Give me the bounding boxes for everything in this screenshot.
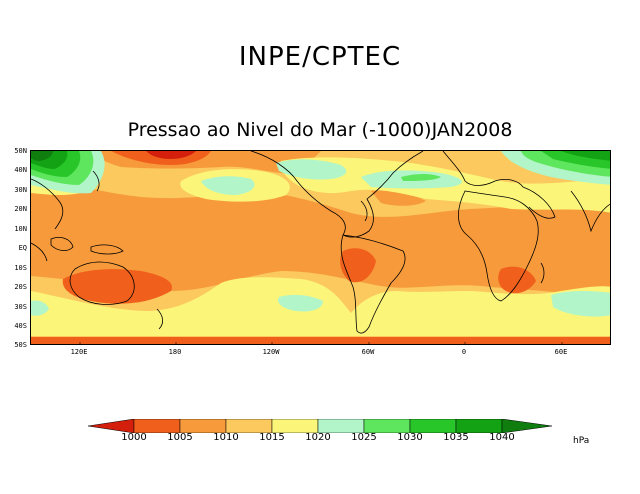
coast-arabia xyxy=(522,186,556,219)
band-1020-1025-south-indian xyxy=(551,291,610,317)
pressure-map-canvas xyxy=(31,151,610,344)
coast-madagascar xyxy=(540,262,545,284)
coast-sumatra xyxy=(31,242,48,262)
pressure-map xyxy=(30,150,611,345)
colorbar-label-1010: 1010 xyxy=(213,432,239,443)
colorbar-seg-1005-1010 xyxy=(179,419,227,433)
coast-europe xyxy=(442,151,524,188)
coast-india xyxy=(570,190,610,233)
lat-label-30s: 30S xyxy=(14,303,27,311)
colorbar-label-1030: 1030 xyxy=(397,432,423,443)
coast-borneo xyxy=(50,237,74,251)
colorbar-label-1005: 1005 xyxy=(167,432,193,443)
band-above-1040-east-asia xyxy=(31,151,53,161)
colorbar-seg-1035-1040 xyxy=(455,419,503,433)
band-1000-1005-africa xyxy=(498,266,536,294)
lon-label-0: 0 xyxy=(461,348,467,356)
map-ticks xyxy=(79,342,563,344)
band-1000-1005-south-america xyxy=(340,248,376,283)
lon-label-120e: 120E xyxy=(70,348,88,356)
band-1005-1010-atlantic xyxy=(371,190,426,206)
colorbar-seg-gt1040 xyxy=(501,419,553,433)
colorbar-seg-1000-1005 xyxy=(133,419,181,433)
map-title: INPE/CPTEC xyxy=(238,42,402,72)
colorbar-label-1015: 1015 xyxy=(259,432,285,443)
lat-label-40s: 40S xyxy=(14,322,27,330)
band-1025-1030-north-atlantic xyxy=(401,174,441,181)
lat-label-50s: 50S xyxy=(14,341,27,349)
colorbar-seg-1025-1030 xyxy=(363,419,411,433)
lat-label-20s: 20S xyxy=(14,283,27,291)
band-below-1000-aleutian xyxy=(146,151,196,159)
colorbar-label-1040: 1040 xyxy=(489,432,515,443)
band-1005-1010-tropics xyxy=(31,186,610,301)
coast-florida xyxy=(360,200,368,222)
band-1020-1025-tasman xyxy=(31,300,49,316)
band-1020-1025-north-pacific xyxy=(201,176,255,195)
lat-label-20n: 20N xyxy=(14,205,27,213)
lat-label-10s: 10S xyxy=(14,264,27,272)
colorbar-label-1000: 1000 xyxy=(121,432,147,443)
lat-label-10n: 10N xyxy=(14,225,27,233)
coast-east-asia xyxy=(31,178,64,230)
colorbar xyxy=(88,419,553,433)
lon-label-180: 180 xyxy=(168,348,182,356)
lat-label-eq: EQ xyxy=(18,244,27,252)
colorbar-seg-1015-1020 xyxy=(271,419,319,433)
band-1035-1040-siberia xyxy=(561,151,610,161)
colorbar-label-1025: 1025 xyxy=(351,432,377,443)
colorbar-seg-1030-1035 xyxy=(409,419,457,433)
band-1020-1025-north-america xyxy=(276,159,347,180)
map-subtitle: Pressao ao Nivel do Mar (-1000)JAN2008 xyxy=(127,119,513,141)
coastlines xyxy=(31,151,610,334)
coast-north-america xyxy=(250,151,424,238)
lat-label-30n: 30N xyxy=(14,186,27,194)
coast-new-zealand xyxy=(156,308,163,330)
band-1000-1005-australia xyxy=(62,269,172,304)
lon-label-60w: 60W xyxy=(361,348,375,356)
lat-label-40n: 40N xyxy=(14,166,27,174)
lon-label-120w: 120W xyxy=(262,348,280,356)
coast-japan xyxy=(92,170,100,192)
colorbar-label-1035: 1035 xyxy=(443,432,469,443)
colorbar-seg-lt1000 xyxy=(88,419,135,433)
coast-south-america xyxy=(340,234,406,334)
lon-label-60e: 60E xyxy=(554,348,568,356)
coast-africa xyxy=(458,190,539,302)
colorbar-seg-1010-1015 xyxy=(225,419,273,433)
coast-australia xyxy=(69,261,135,305)
colorbar-seg-1020-1025 xyxy=(317,419,365,433)
band-1020-1025-south-pacific xyxy=(277,294,323,312)
band-1015-1020-south-belt xyxy=(31,277,610,336)
coast-new-guinea xyxy=(90,244,124,255)
colorbar-label-1020: 1020 xyxy=(305,432,331,443)
colorbar-units: hPa xyxy=(573,436,590,446)
lat-label-50n: 50N xyxy=(14,147,27,155)
band-1000-1005-southern-ocean xyxy=(31,337,610,344)
